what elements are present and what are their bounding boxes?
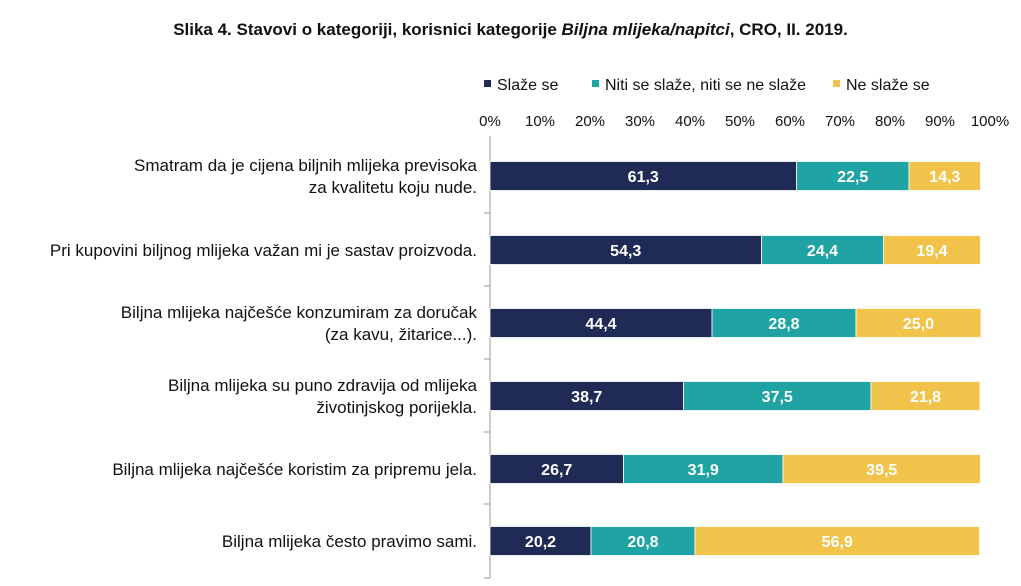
category-label: Biljna mlijeka najčešće konzumiram za do… (121, 303, 478, 322)
data-label: 37,5 (762, 389, 793, 406)
x-tick-label: 40% (675, 113, 705, 130)
bar-segment (683, 381, 872, 411)
x-tick-label: 0% (479, 113, 501, 130)
bar-segment (782, 454, 981, 484)
data-label: 20,2 (525, 534, 556, 551)
bar-segment (796, 161, 910, 191)
data-label: 31,9 (688, 462, 719, 479)
x-tick-label: 20% (575, 113, 605, 130)
x-tick-label: 10% (525, 113, 555, 130)
chart-title-prefix: Slika 4. Stavovi o kategoriji, korisnici… (173, 20, 562, 39)
x-tick-label: 90% (925, 113, 955, 130)
bar-segment (489, 381, 684, 411)
category-label: za kvalitetu koju nude. (309, 178, 477, 197)
data-label: 14,3 (929, 169, 960, 186)
data-label: 54,3 (610, 243, 641, 260)
data-label: 25,0 (903, 316, 934, 333)
chart-title: Slika 4. Stavovi o kategoriji, korisnici… (0, 20, 1021, 40)
legend-label: Niti se slaže, niti se ne slaže (605, 77, 806, 94)
data-label: 28,8 (768, 316, 799, 333)
bar-segment (855, 308, 982, 338)
data-label: 39,5 (866, 462, 897, 479)
legend-swatch (484, 80, 491, 87)
data-label: 26,7 (541, 462, 572, 479)
category-label: Biljna mlijeka su puno zdravija od mlije… (168, 376, 478, 395)
data-label: 44,4 (585, 316, 616, 333)
category-label: životinjskog porijekla. (316, 398, 477, 417)
data-label: 22,5 (837, 169, 868, 186)
category-label: Biljna mlijeka najčešće koristim za prip… (112, 460, 477, 479)
bar-segment (489, 161, 797, 191)
bar-segment (489, 526, 592, 556)
category-label: (za kavu, žitarice...). (325, 325, 477, 344)
data-label: 21,8 (910, 389, 941, 406)
data-label: 56,9 (822, 534, 853, 551)
chart-title-italic: Biljna mlijeka/napitci (561, 20, 730, 39)
legend-label: Ne slaže se (846, 77, 930, 94)
data-label: 20,8 (627, 534, 658, 551)
x-tick-label: 80% (875, 113, 905, 130)
bar-segment (489, 454, 624, 484)
bar-segment (761, 235, 884, 265)
x-tick-label: 60% (775, 113, 805, 130)
bar-segment (590, 526, 696, 556)
data-label: 19,4 (916, 243, 947, 260)
data-label: 38,7 (571, 389, 602, 406)
bar-segment (623, 454, 784, 484)
chart-title-suffix: , CRO, II. 2019. (729, 20, 848, 39)
category-label: Biljna mlijeka često pravimo sami. (222, 532, 477, 551)
x-tick-label: 30% (625, 113, 655, 130)
x-tick-label: 50% (725, 113, 755, 130)
data-label: 61,3 (628, 169, 659, 186)
data-label: 24,4 (807, 243, 838, 260)
category-label: Pri kupovini biljnog mlijeka važan mi je… (50, 241, 477, 260)
bar-segment (883, 235, 981, 265)
bar-segment (489, 308, 713, 338)
bar-segment (489, 235, 762, 265)
bar-segment (694, 526, 980, 556)
legend-swatch (592, 80, 599, 87)
bar-segment (908, 161, 981, 191)
x-tick-label: 70% (825, 113, 855, 130)
x-tick-label: 100% (971, 113, 1009, 130)
legend-swatch (833, 80, 840, 87)
legend-label: Slaže se (497, 77, 558, 94)
category-label: Smatram da je cijena biljnih mlijeka pre… (134, 156, 478, 175)
bar-segment (870, 381, 981, 411)
